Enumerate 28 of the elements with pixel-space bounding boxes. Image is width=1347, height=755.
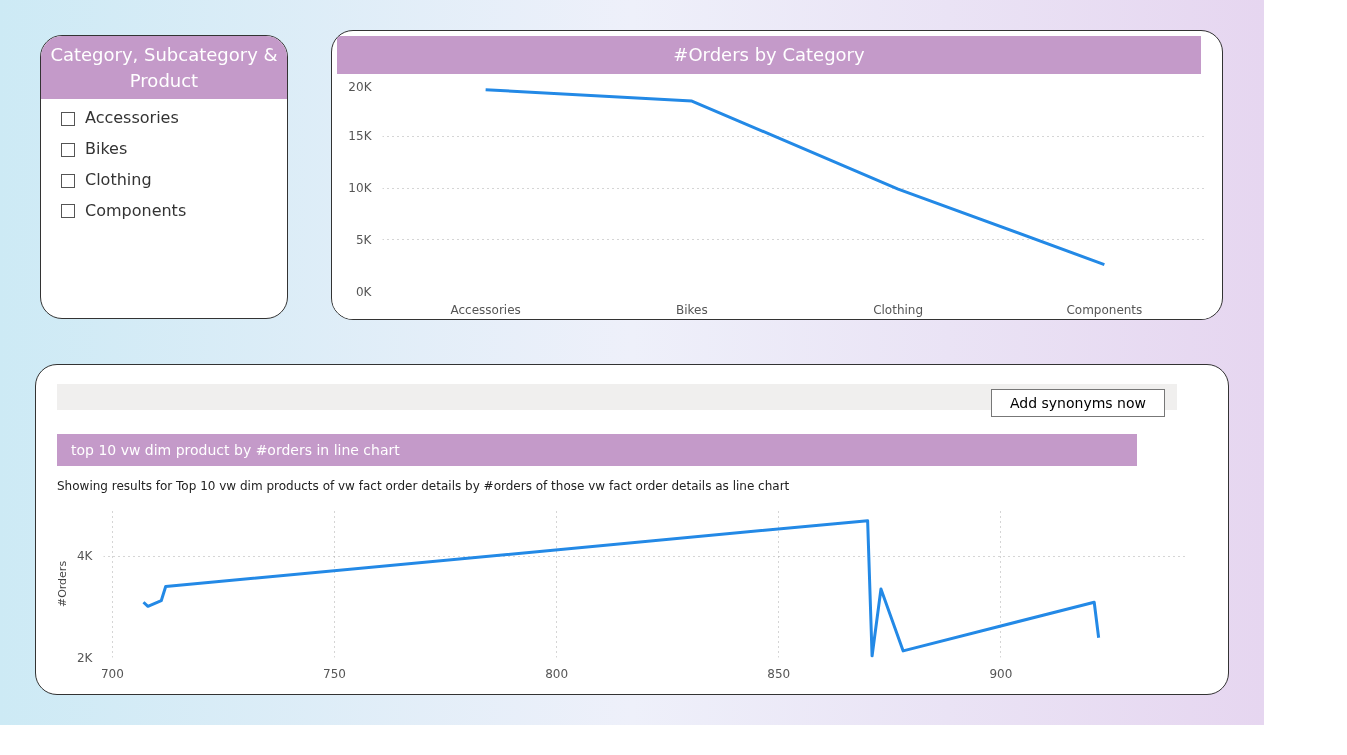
text: Category, Subcategory & Product (41, 36, 287, 100)
text: Accessories (84, 107, 180, 130)
text: Add synonyms now (990, 389, 1165, 417)
x-tick-label: 850 (767, 666, 791, 681)
y-tick-label: 15K (348, 129, 373, 144)
x-tick-label: 700 (100, 666, 124, 681)
chart-subtitle: Showing results for Top 10 vw dim products of vw fact order details by #orders of those vw fact order details as line chart (57, 478, 790, 495)
y-tick-label: 20K (348, 79, 373, 94)
line-series (141, 519, 1101, 658)
y-axis-title: #Orders (56, 560, 69, 608)
chart-title: top 10 vw dim product by #orders in line chart (57, 434, 1137, 466)
x-tick-label: Accessories (450, 302, 521, 317)
x-tick-label: 900 (989, 666, 1013, 681)
x-tick-label: Bikes (676, 302, 708, 317)
y-tick-label: 2K (77, 650, 94, 665)
line-series (484, 88, 1106, 267)
y-tick-label: 0K (356, 284, 373, 299)
y-tick-label: 10K (348, 181, 373, 195)
text: Components (84, 199, 188, 222)
text: Clothing (84, 169, 153, 192)
chart-title: #Orders by Category (337, 36, 1201, 74)
x-tick-label: Components (1066, 302, 1143, 317)
y-tick-label: 4K (77, 549, 94, 564)
x-tick-label: Clothing (873, 302, 924, 317)
x-tick-label: 750 (323, 666, 346, 681)
y-tick-label: 5K (356, 232, 373, 247)
text: Bikes (84, 138, 129, 161)
x-tick-label: 800 (545, 666, 569, 681)
